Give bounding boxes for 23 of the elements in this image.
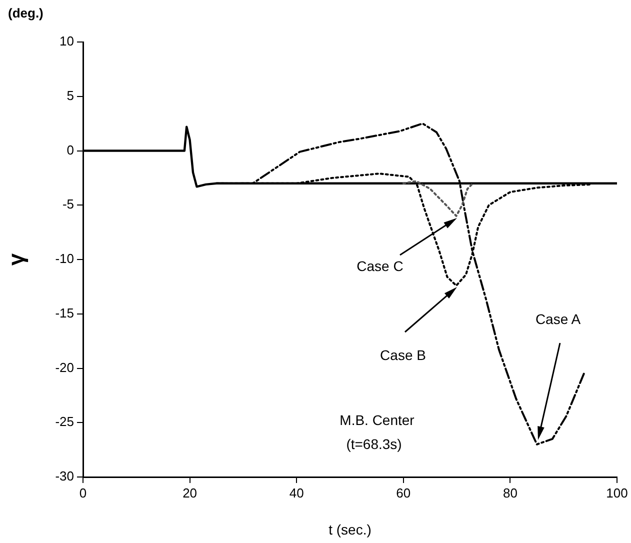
x-tick-label: 20	[182, 485, 198, 500]
annotation: Case C	[356, 258, 404, 274]
text: (deg.)	[8, 6, 44, 21]
x-tick-label: 100	[606, 485, 628, 500]
annotation: Case A	[535, 310, 582, 327]
x-tick-label: 80	[502, 485, 518, 500]
y-tick-label: -15	[55, 305, 74, 320]
y-tick-label: -30	[55, 468, 74, 484]
y-tick-label: -25	[55, 414, 74, 430]
annotation: M.B. Center	[340, 412, 415, 428]
y-tick-label: 10	[60, 34, 74, 49]
x-axis-title: t (sec.)	[328, 521, 372, 538]
y-tick-label: -20	[55, 360, 74, 375]
y-tick-label: 5	[66, 88, 74, 103]
y-axis-title: γ	[3, 252, 28, 266]
y-tick-label: -5	[62, 196, 74, 212]
y-tick-label: -10	[55, 251, 74, 266]
x-tick-label: 0	[79, 485, 87, 500]
x-tick-label: 60	[396, 485, 411, 500]
annotation: Case B	[380, 346, 426, 363]
annotation: (t=68.3s)	[346, 436, 402, 452]
x-tick-label: 40	[289, 485, 304, 500]
y-tick-label: 0	[66, 142, 74, 158]
